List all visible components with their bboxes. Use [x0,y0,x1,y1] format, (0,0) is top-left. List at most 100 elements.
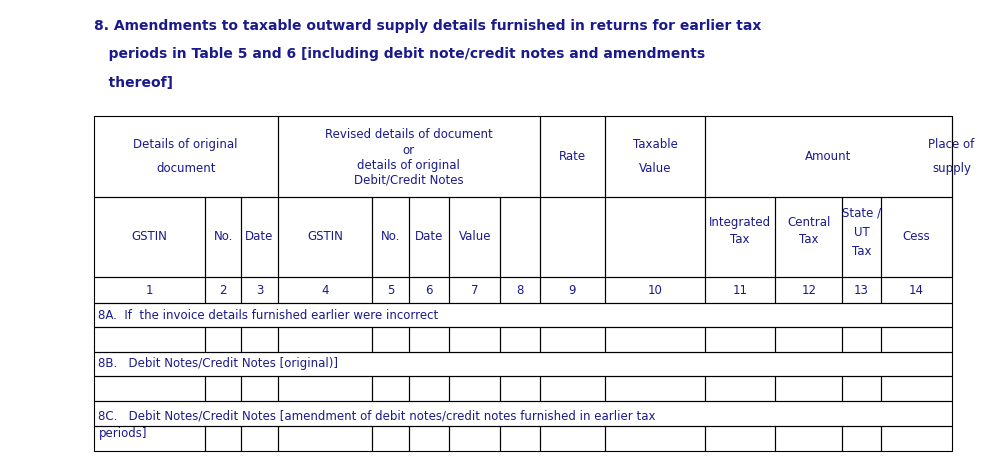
Bar [94,327,205,352]
Bar [881,376,952,401]
Bar [278,327,372,352]
Bar [449,426,500,451]
Bar [278,116,540,197]
Bar [775,426,842,451]
Text: 8C.   Debit Notes/Credit Notes [amendment of debit notes/credit notes furnished : 8C. Debit Notes/Credit Notes [amendment … [98,410,656,422]
Bar [605,277,705,303]
Text: 6: 6 [426,284,432,297]
Bar [540,426,605,451]
Text: supply: supply [932,162,971,175]
Bar [540,116,605,197]
Text: 14: 14 [908,284,924,297]
Bar [881,426,952,451]
Text: 12: 12 [801,284,817,297]
Text: Tax: Tax [731,233,750,246]
Bar [705,426,775,451]
Bar [241,376,278,401]
Bar [775,376,842,401]
Bar [449,376,500,401]
Text: 2: 2 [220,284,227,297]
Bar [842,376,881,401]
Text: details of original: details of original [358,159,460,172]
Text: 8A.  If  the invoice details furnished earlier were incorrect: 8A. If the invoice details furnished ear… [98,309,438,322]
Bar [500,376,540,401]
Bar [605,327,705,352]
Bar [241,327,278,352]
Bar [705,197,775,277]
Bar [540,197,605,277]
Bar [205,376,241,401]
Text: 13: 13 [854,284,869,297]
Bar [705,327,775,352]
Bar [705,277,775,303]
Text: document: document [156,162,216,175]
Bar [449,197,500,277]
Text: Integrated: Integrated [709,216,771,229]
Text: 8: 8 [516,284,524,297]
Bar [540,277,605,303]
Bar [94,401,952,426]
Bar [540,376,605,401]
Bar [605,116,705,197]
Text: Value: Value [639,162,671,175]
Bar [409,426,449,451]
Bar [278,277,372,303]
Bar [409,277,449,303]
Bar [775,197,842,277]
Bar [94,352,952,376]
Text: Place of: Place of [929,138,974,151]
Text: Debit/Credit Notes: Debit/Credit Notes [354,174,464,187]
Text: Rate: Rate [558,150,586,163]
Bar [500,327,540,352]
Bar [241,426,278,451]
Text: Tax: Tax [852,245,871,258]
Text: 8. Amendments to taxable outward supply details furnished in returns for earlier: 8. Amendments to taxable outward supply … [94,19,761,33]
Bar [842,327,881,352]
Bar [842,277,881,303]
Bar [409,197,449,277]
Text: 9: 9 [568,284,576,297]
Bar [241,197,278,277]
Text: Taxable: Taxable [632,138,678,151]
Text: GSTIN: GSTIN [131,230,167,244]
Bar [94,303,952,327]
Text: UT: UT [854,226,869,239]
Text: 1: 1 [146,284,153,297]
Text: periods]: periods] [98,427,147,440]
Bar [205,197,241,277]
Text: 7: 7 [471,284,479,297]
Bar [775,277,842,303]
Text: 8B.   Debit Notes/Credit Notes [original)]: 8B. Debit Notes/Credit Notes [original)] [98,357,339,370]
Bar [94,426,205,451]
Bar [500,197,540,277]
Bar [94,116,278,197]
Text: Tax: Tax [799,233,819,246]
Bar [205,277,241,303]
Bar [94,197,205,277]
Text: Value: Value [459,230,491,244]
Text: Details of original: Details of original [133,138,238,151]
Bar [449,327,500,352]
Bar [775,327,842,352]
Bar [94,376,205,401]
Text: No.: No. [381,230,400,244]
Text: No.: No. [214,230,232,244]
Bar [372,376,409,401]
Text: 5: 5 [387,284,394,297]
Text: Date: Date [415,230,443,244]
Bar [842,426,881,451]
Bar [372,327,409,352]
Bar [372,277,409,303]
Bar [605,426,705,451]
Bar [881,327,952,352]
Bar [500,426,540,451]
Bar [205,426,241,451]
Bar [278,376,372,401]
Bar [705,376,775,401]
Bar [500,277,540,303]
Text: 10: 10 [647,284,663,297]
Bar [372,426,409,451]
Text: 4: 4 [321,284,329,297]
Text: State /: State / [842,207,881,220]
Bar [881,197,952,277]
